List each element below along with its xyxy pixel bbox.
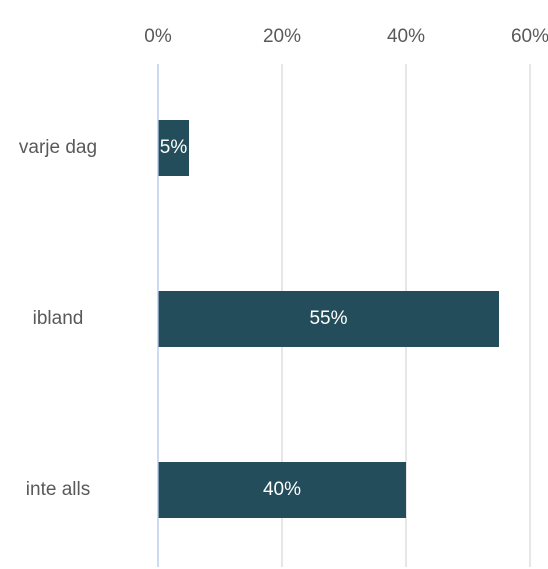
category-label: ibland [33,308,84,329]
category-label: inte alls [26,479,90,500]
x-tick-label: 60% [511,26,548,47]
data-label: 40% [263,479,301,500]
bar [158,120,189,176]
x-tick-label: 40% [387,26,425,47]
data-label: 5% [160,137,188,158]
labels: 0% 20% 40% 60% 5% varje dag 55% ibland 40% inte a… [19,26,548,500]
bar [158,291,499,347]
data-label: 55% [309,308,347,329]
category-label: varje dag [19,137,97,158]
bars [158,120,499,518]
bar [158,462,406,518]
x-tick-label: 20% [263,26,301,47]
x-tick-label: 0% [144,26,172,47]
